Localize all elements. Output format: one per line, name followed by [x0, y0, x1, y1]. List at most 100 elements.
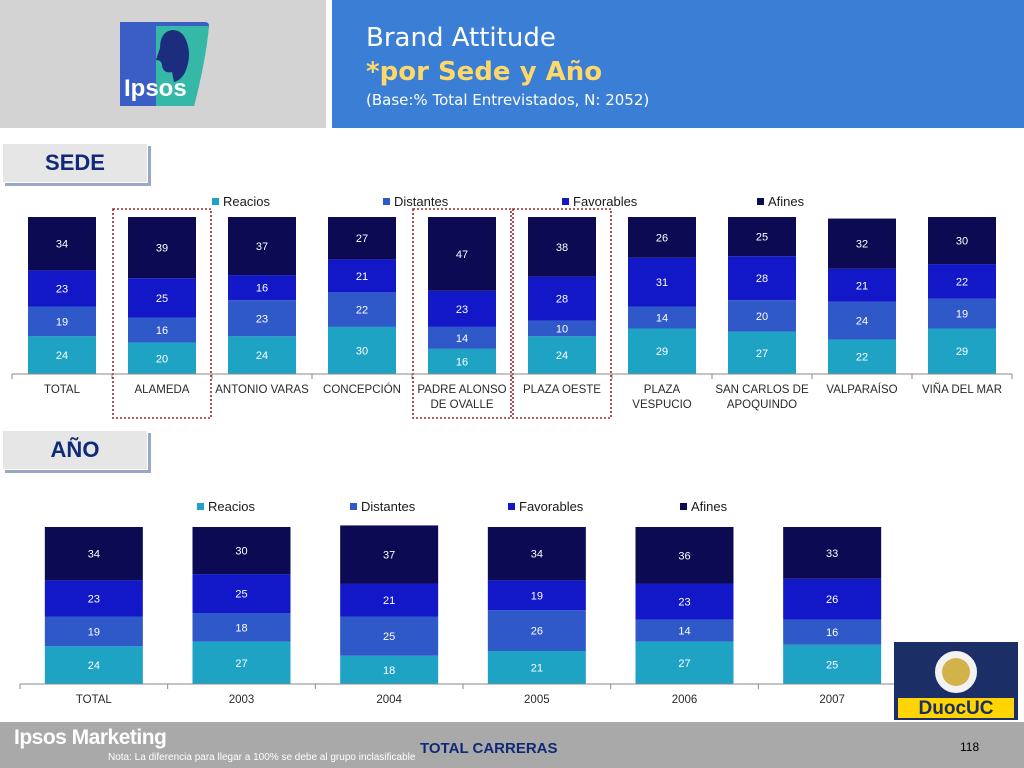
data-label-2003-distantes: 18: [235, 622, 247, 634]
tick-label-vina-del-mar: VIÑA DEL MAR: [922, 383, 1002, 396]
data-label-total-reacios: 24: [56, 350, 68, 362]
bar-total-reacios: [28, 336, 96, 374]
bar-2005-distantes: [487, 610, 586, 652]
bar-2006-afines: [635, 527, 734, 584]
data-label-plaza-oeste-afines: 38: [556, 242, 568, 254]
bar-antonio-varas-afines: [228, 217, 296, 276]
highlight-box-plaza-oeste: [512, 208, 612, 419]
base-note: (Base:% Total Entrevistados, N: 2052): [366, 91, 650, 109]
legend-swatch-reacios: [197, 503, 204, 510]
data-label-san-carlos-de-apoquindo-afines: 25: [756, 232, 768, 244]
bar-san-carlos-de-apoquindo-favorables: [728, 256, 796, 301]
bar-antonio-varas-distantes: [228, 300, 296, 337]
data-label-padre-alonso-de-ovalle-reacios: 16: [456, 356, 468, 368]
bar-plaza-oeste-afines: [528, 217, 596, 277]
data-label-antonio-varas-favorables: 16: [256, 283, 268, 295]
bar-total-reacios: [44, 646, 143, 684]
data-label-plaza-oeste-distantes: 10: [556, 323, 568, 335]
bar-plaza-oeste-favorables: [528, 276, 596, 321]
tick-label-san-carlos-de-apoquindo-line2: APOQUINDO: [727, 399, 797, 411]
data-label-vina-del-mar-distantes: 19: [956, 309, 968, 321]
data-label-2004-favorables: 21: [383, 595, 395, 607]
chart-ano: Reacios Distantes Favorables Afines 24 19 23 34…: [19, 499, 907, 706]
bar-antonio-varas-reacios: [228, 336, 296, 374]
bar-2006-reacios: [635, 641, 734, 684]
tick-label-2004: 2004: [376, 694, 402, 706]
footer-note: Nota: La diferencia para llegar a 100% s…: [108, 752, 416, 763]
tick-label-alameda: ALAMEDA: [135, 384, 190, 396]
tick-label-padre-alonso-de-ovalle: PADRE ALONSO: [417, 384, 506, 396]
tick-label-antonio-varas: ANTONIO VARAS: [215, 384, 309, 396]
svg-text:DuocUC: DuocUC: [919, 698, 994, 719]
legend-label-reacios: Reacios: [223, 194, 270, 209]
page-number: 118: [960, 740, 980, 754]
data-label-total-distantes: 19: [56, 316, 68, 328]
data-label-total-afines: 34: [88, 549, 100, 561]
bar-2003-reacios: [192, 641, 291, 684]
chart-sede: Reacios Distantes Favorables Afines 24 19 23 34…: [11, 194, 1013, 419]
data-label-plaza-vespucio-reacios: 29: [656, 346, 668, 358]
legend-label-distantes: Distantes: [394, 194, 449, 209]
bar-alameda-reacios: [128, 342, 196, 374]
bar-2007-reacios: [783, 644, 882, 684]
data-label-2007-distantes: 16: [826, 627, 838, 639]
data-label-valparaiso-reacios: 22: [856, 352, 868, 364]
bar-2003-favorables: [192, 574, 291, 614]
bar-plaza-vespucio-afines: [628, 217, 696, 258]
data-label-concepcion-reacios: 30: [356, 345, 368, 357]
bar-2004-reacios: [340, 655, 439, 684]
data-label-concepcion-favorables: 21: [356, 271, 368, 283]
bar-vina-del-mar-afines: [928, 217, 996, 265]
data-label-2007-favorables: 26: [826, 594, 838, 606]
data-label-padre-alonso-de-ovalle-afines: 47: [456, 249, 468, 261]
data-label-2006-afines: 36: [678, 550, 690, 562]
legend-swatch-reacios: [212, 198, 219, 205]
bar-alameda-favorables: [128, 278, 196, 318]
data-label-2005-favorables: 19: [531, 590, 543, 602]
bar-2003-afines: [192, 527, 291, 575]
slide-subtitle: *por Sede y Año: [366, 57, 603, 87]
footer-bar: [0, 722, 1024, 768]
data-label-plaza-vespucio-distantes: 14: [656, 312, 668, 324]
data-label-alameda-afines: 39: [156, 243, 168, 255]
bar-2006-favorables: [635, 583, 734, 620]
data-label-valparaiso-favorables: 21: [856, 280, 868, 292]
bar-plaza-vespucio-reacios: [628, 328, 696, 374]
bar-total-distantes: [44, 616, 143, 647]
data-label-2007-afines: 33: [826, 548, 838, 560]
legend-label-favorables: Favorables: [573, 194, 638, 209]
data-label-concepcion-afines: 27: [356, 233, 368, 245]
section-tab-sede: SEDE: [2, 143, 148, 183]
tick-label-2003: 2003: [229, 694, 255, 706]
data-label-padre-alonso-de-ovalle-distantes: 14: [456, 333, 468, 345]
tick-label-plaza-vespucio-line2: VESPUCIO: [632, 399, 691, 411]
legend-label-afines: Afines: [768, 194, 805, 209]
bar-plaza-oeste-reacios: [528, 336, 596, 374]
bar-vina-del-mar-reacios: [928, 328, 996, 374]
section-tab-ano: AÑO: [2, 430, 148, 470]
bar-padre-alonso-de-ovalle-distantes: [428, 326, 496, 349]
data-label-padre-alonso-de-ovalle-favorables: 23: [456, 304, 468, 316]
bar-total-afines: [44, 527, 143, 581]
bar-plaza-vespucio-distantes: [628, 306, 696, 329]
data-label-alameda-favorables: 25: [156, 293, 168, 305]
bar-2006-distantes: [635, 619, 734, 642]
data-label-plaza-oeste-reacios: 24: [556, 350, 568, 362]
bar-2004-distantes: [340, 616, 439, 656]
legend-swatch-distantes: [350, 503, 357, 510]
data-label-vina-del-mar-favorables: 22: [956, 276, 968, 288]
legend-label-afines: Afines: [691, 499, 728, 514]
data-label-alameda-distantes: 16: [156, 325, 168, 337]
bar-antonio-varas-favorables: [228, 275, 296, 301]
data-label-2004-distantes: 25: [383, 631, 395, 643]
data-label-antonio-varas-afines: 37: [256, 241, 268, 253]
data-label-2003-reacios: 27: [235, 658, 247, 670]
tick-label-concepcion: CONCEPCIÓN: [323, 383, 401, 396]
footer-brand: Ipsos Marketing: [14, 726, 167, 749]
tick-label-san-carlos-de-apoquindo: SAN CARLOS DE: [715, 384, 809, 396]
data-label-total-afines: 34: [56, 239, 68, 251]
tick-label-2006: 2006: [672, 694, 698, 706]
bar-2004-afines: [340, 525, 439, 584]
data-label-valparaiso-afines: 32: [856, 239, 868, 251]
data-label-valparaiso-distantes: 24: [856, 316, 868, 328]
